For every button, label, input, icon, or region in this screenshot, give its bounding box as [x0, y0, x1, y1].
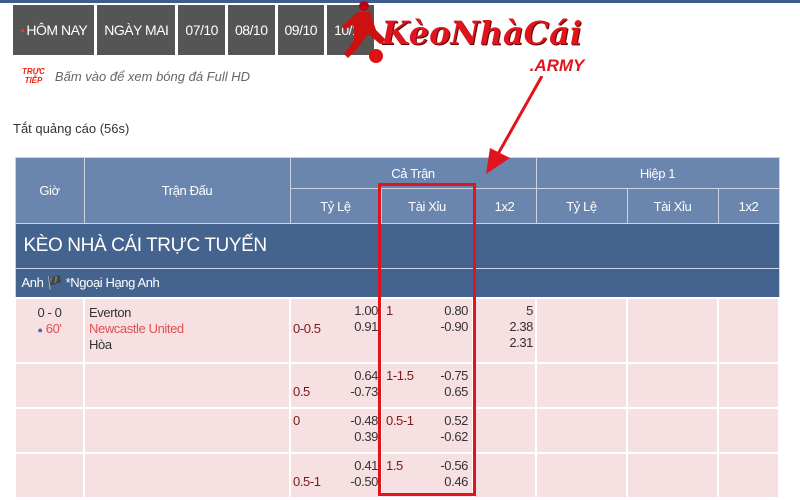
- arrow-icon: [486, 76, 544, 174]
- header-1x2-h1: 1x2: [717, 188, 780, 224]
- empty-cell: [83, 361, 291, 409]
- empty-cell: [626, 451, 720, 499]
- league-name[interactable]: Anh 🏴 *Ngoại Hạng Anh: [14, 268, 780, 298]
- header-time: Giờ: [14, 157, 85, 224]
- header-first-half: Hiệp 1: [535, 157, 780, 189]
- header-1x2: 1x2: [472, 188, 537, 224]
- empty-cell: [626, 361, 720, 409]
- tab-date[interactable]: 08/10: [227, 5, 275, 55]
- header-over-under-h1: Tài Xỉu: [626, 188, 719, 224]
- empty-cell: [14, 451, 85, 499]
- disable-ads-link[interactable]: Tắt quảng cáo (56s): [13, 121, 130, 136]
- logo-text: KèoNhàCái: [381, 14, 583, 52]
- match-teams[interactable]: Everton Newcastle United Hòa: [83, 296, 291, 364]
- logo-player-icon: [341, 1, 386, 63]
- empty-cell: [83, 451, 291, 499]
- active-dot-icon: •: [20, 22, 25, 38]
- live-stream-link[interactable]: TRỰC TIẾP Bấm vào để xem bóng đá Full HD: [22, 67, 250, 85]
- over-under-cell[interactable]: 1 0.80 -0.90: [380, 296, 474, 364]
- empty-cell: [14, 406, 85, 454]
- handicap-cell[interactable]: 0.5-1 0.41 -0.50: [289, 451, 382, 499]
- live-text: Bấm vào để xem bóng đá Full HD: [54, 68, 251, 84]
- over-under-cell[interactable]: 1.5 -0.56 0.46: [380, 451, 474, 499]
- empty-cell: [14, 361, 85, 409]
- top-border: [0, 0, 800, 3]
- handicap-cell[interactable]: 0 -0.48 0.39: [289, 406, 382, 454]
- header-over-under: Tài Xỉu: [380, 188, 474, 224]
- over-under-cell[interactable]: 1-1.5 -0.75 0.65: [380, 361, 474, 409]
- tab-date[interactable]: 07/10: [178, 5, 225, 55]
- 1x2-cell[interactable]: 5 2.38 2.31: [471, 296, 538, 364]
- empty-cell: [535, 451, 629, 499]
- tab-date[interactable]: 09/10: [277, 5, 325, 55]
- table-row: 0 - 0 ● 60' Everton Newcastle United Hòa 0-0…: [14, 296, 781, 364]
- empty-cell: [535, 406, 629, 454]
- header-match: Trận Đấu: [83, 157, 291, 224]
- 1x2-cell[interactable]: [471, 451, 538, 499]
- live-dot-icon: ●: [37, 324, 43, 335]
- odds-table: Giờ Trận Đấu Cả Trận Hiệp 1 Tỷ Lệ Tài Xỉ…: [14, 157, 781, 499]
- table-row: 0.5-1 0.41 -0.50 1.5 -0.56 0.46: [14, 451, 781, 499]
- table-row: 0.5 0.64 -0.73 1-1.5 -0.75 0.65: [14, 361, 781, 409]
- logo-sub: .ARMY: [529, 56, 585, 75]
- tab-tomorrow[interactable]: NGÀY MAI: [97, 5, 176, 55]
- empty-cell: [717, 296, 781, 364]
- date-tabs: • HÔM NAY NGÀY MAI 07/10 08/10 09/10 10/1…: [13, 5, 374, 55]
- empty-cell: [535, 296, 629, 364]
- highlight-box: [378, 183, 476, 496]
- empty-cell: [626, 296, 720, 364]
- handicap-cell[interactable]: 0-0.5 1.00 0.91: [289, 296, 382, 364]
- table-row: 0 -0.48 0.39 0.5-1 0.52 -0.62: [14, 406, 781, 454]
- empty-cell: [717, 451, 781, 499]
- header-handicap: Tỷ Lệ: [289, 188, 382, 224]
- 1x2-cell[interactable]: [471, 406, 538, 454]
- tab-today[interactable]: • HÔM NAY: [13, 5, 95, 55]
- handicap-cell[interactable]: 0.5 0.64 -0.73: [289, 361, 382, 409]
- empty-cell: [535, 361, 629, 409]
- header-handicap-h1: Tỷ Lệ: [535, 188, 628, 224]
- live-badge: TRỰC TIẾP: [22, 67, 45, 85]
- empty-cell: [717, 406, 781, 454]
- match-time: 0 - 0 ● 60': [14, 296, 85, 364]
- over-under-cell[interactable]: 0.5-1 0.52 -0.62: [380, 406, 474, 454]
- 1x2-cell[interactable]: [471, 361, 538, 409]
- empty-cell: [626, 406, 720, 454]
- empty-cell: [717, 361, 781, 409]
- empty-cell: [83, 406, 291, 454]
